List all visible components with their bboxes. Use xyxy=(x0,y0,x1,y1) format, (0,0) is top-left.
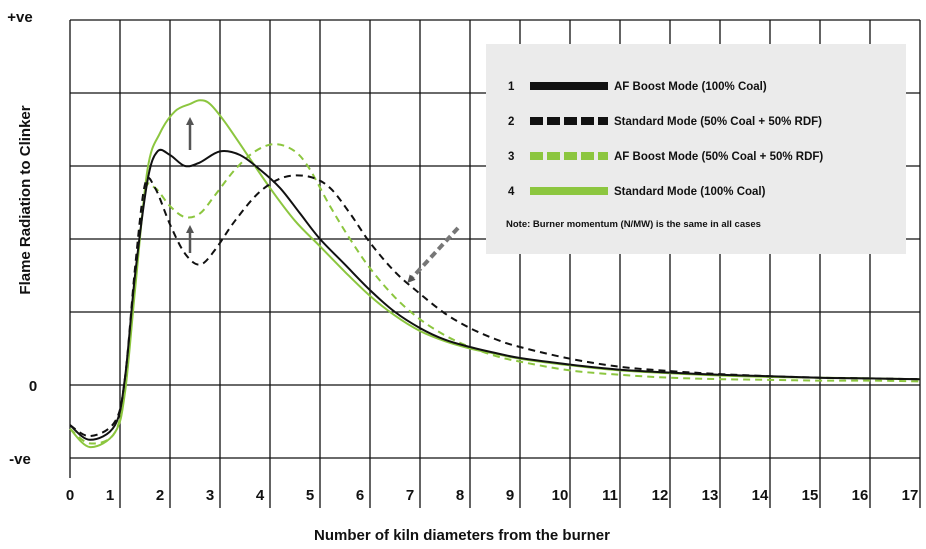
x-tick-label: 8 xyxy=(456,487,464,504)
y-tick-label: -ve xyxy=(9,451,31,468)
x-tick-labels: 0 1 2 3 4 5 6 7 8 9 10 11 12 13 14 15 16 17 xyxy=(66,487,919,504)
diagonal-arrow xyxy=(407,226,460,283)
x-tick-label: 13 xyxy=(702,487,719,504)
legend-number: 2 xyxy=(508,116,514,128)
y-axis-title: Flame Radiation to Clinker xyxy=(17,105,34,294)
x-tick-label: 2 xyxy=(156,487,164,504)
legend-number: 3 xyxy=(508,151,514,163)
y-tick-labels: +ve 0 -ve xyxy=(7,9,37,468)
x-tick-label: 6 xyxy=(356,487,364,504)
legend-note: Note: Burner momentum (N/MW) is the same… xyxy=(506,219,761,230)
legend-number: 4 xyxy=(508,186,515,198)
y-tick-label: 0 xyxy=(29,378,37,395)
x-tick-label: 17 xyxy=(902,487,919,504)
x-tick-label: 1 xyxy=(106,487,114,504)
x-tick-label: 4 xyxy=(256,487,265,504)
x-axis-title: Number of kiln diameters from the burner xyxy=(314,527,610,544)
x-tick-label: 15 xyxy=(802,487,819,504)
x-tick-label: 11 xyxy=(602,487,618,504)
series-line-3 xyxy=(69,143,921,445)
series-line-2 xyxy=(69,174,921,438)
x-tick-label: 12 xyxy=(652,487,669,504)
x-tick-label: 5 xyxy=(306,487,314,504)
x-tick-label: 16 xyxy=(852,487,869,504)
legend: 1 AF Boost Mode (100% Coal) 2 Standard Mode… xyxy=(486,44,906,254)
x-tick-label: 7 xyxy=(406,487,414,504)
x-tick-label: 10 xyxy=(552,487,569,504)
legend-label: AF Boost Mode (100% Coal) xyxy=(614,81,767,93)
legend-label: Standard Mode (100% Coal) xyxy=(614,186,766,198)
legend-box xyxy=(486,44,906,254)
x-tick-label: 14 xyxy=(752,487,769,504)
legend-label: AF Boost Mode (50% Coal + 50% RDF) xyxy=(614,151,823,163)
legend-number: 1 xyxy=(508,81,515,93)
series-line-1 xyxy=(69,148,921,441)
plot-series xyxy=(69,99,921,449)
legend-label: Standard Mode (50% Coal + 50% RDF) xyxy=(614,116,822,128)
x-tick-label: 0 xyxy=(66,487,74,504)
x-tick-label: 9 xyxy=(506,487,514,504)
annotation-arrows xyxy=(186,117,460,283)
x-tick-label: 3 xyxy=(206,487,214,504)
y-tick-label: +ve xyxy=(7,9,32,26)
